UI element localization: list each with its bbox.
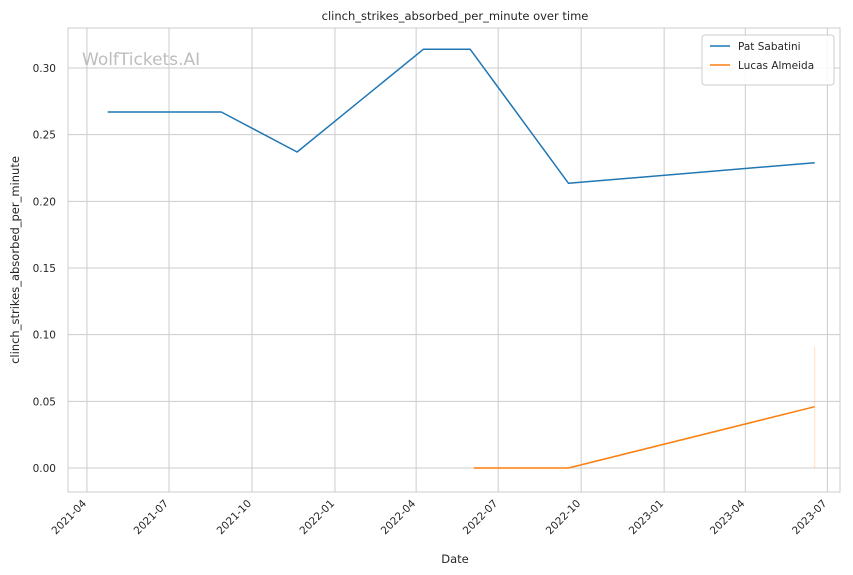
legend-label: Lucas Almeida	[738, 60, 814, 72]
y-axis-title: clinch_strikes_absorbed_per_minute	[8, 156, 22, 364]
y-tick-label: 0.20	[33, 196, 56, 208]
y-tick-label: 0.15	[33, 263, 56, 275]
y-tick-label: 0.05	[33, 396, 56, 408]
plot-area: WolfTickets.AI	[67, 27, 841, 493]
y-tick-label: 0.30	[33, 63, 56, 75]
legend: Pat Sabatini Lucas Almeida	[701, 34, 835, 86]
series-layer	[107, 48, 816, 469]
y-tick-label: 0.00	[33, 463, 56, 475]
watermark: WolfTickets.AI	[82, 50, 200, 70]
grid	[68, 28, 840, 492]
legend-box	[701, 34, 835, 86]
series-line	[473, 405, 815, 469]
series-line	[107, 48, 815, 185]
chart-title: clinch_strikes_absorbed_per_minute over …	[322, 9, 589, 23]
y-tick-label: 0.10	[33, 330, 56, 342]
y-tick-label: 0.25	[33, 130, 56, 142]
legend-label: Pat Sabatini	[738, 41, 801, 53]
y-axis: 0.00 0.05 0.10 0.15 0.20 0.25 0.30	[33, 63, 56, 475]
x-axis-title: Date	[441, 552, 469, 566]
